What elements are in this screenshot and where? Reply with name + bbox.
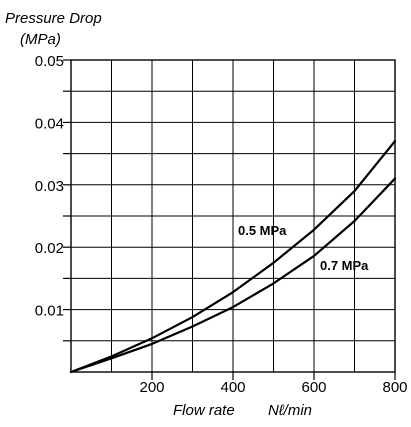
y-axis-title: Pressure Drop <box>5 10 102 27</box>
y-axis-unit: (MPa) <box>20 31 61 48</box>
x-axis-title: Flow rate <box>173 402 235 419</box>
series-label-layer: 0.5 MPa 0.7 MPa <box>238 223 369 273</box>
grid-layer <box>63 59 396 380</box>
x-axis-unit: Nℓ/min <box>268 402 312 419</box>
series-label-1: 0.5 MPa <box>238 223 287 238</box>
axis-layer <box>70 59 396 373</box>
series-line-2 <box>69 177 397 374</box>
y-tick-label-0-05: 0.05 <box>35 53 64 70</box>
text-layer: Pressure Drop (MPa) Flow rate Nℓ/min <box>5 10 312 419</box>
series-layer <box>69 140 397 374</box>
series-line-1 <box>69 140 397 374</box>
y-tick-label-0-03: 0.03 <box>35 178 64 195</box>
y-tick-label-0-01: 0.01 <box>35 303 64 320</box>
x-tick-label-200: 200 <box>139 379 164 396</box>
x-tick-label-400: 400 <box>220 379 245 396</box>
x-tick-label-600: 600 <box>301 379 326 396</box>
tick-label-layer: 200 400 600 800 0.01 0.02 0.03 0.04 0.05 <box>35 53 408 396</box>
x-tick-label-800: 800 <box>382 379 407 396</box>
plot-frame <box>70 59 396 373</box>
y-tick-label-0-04: 0.04 <box>35 115 64 132</box>
y-tick-label-0-02: 0.02 <box>35 240 64 257</box>
series-label-2: 0.7 MPa <box>320 258 369 273</box>
